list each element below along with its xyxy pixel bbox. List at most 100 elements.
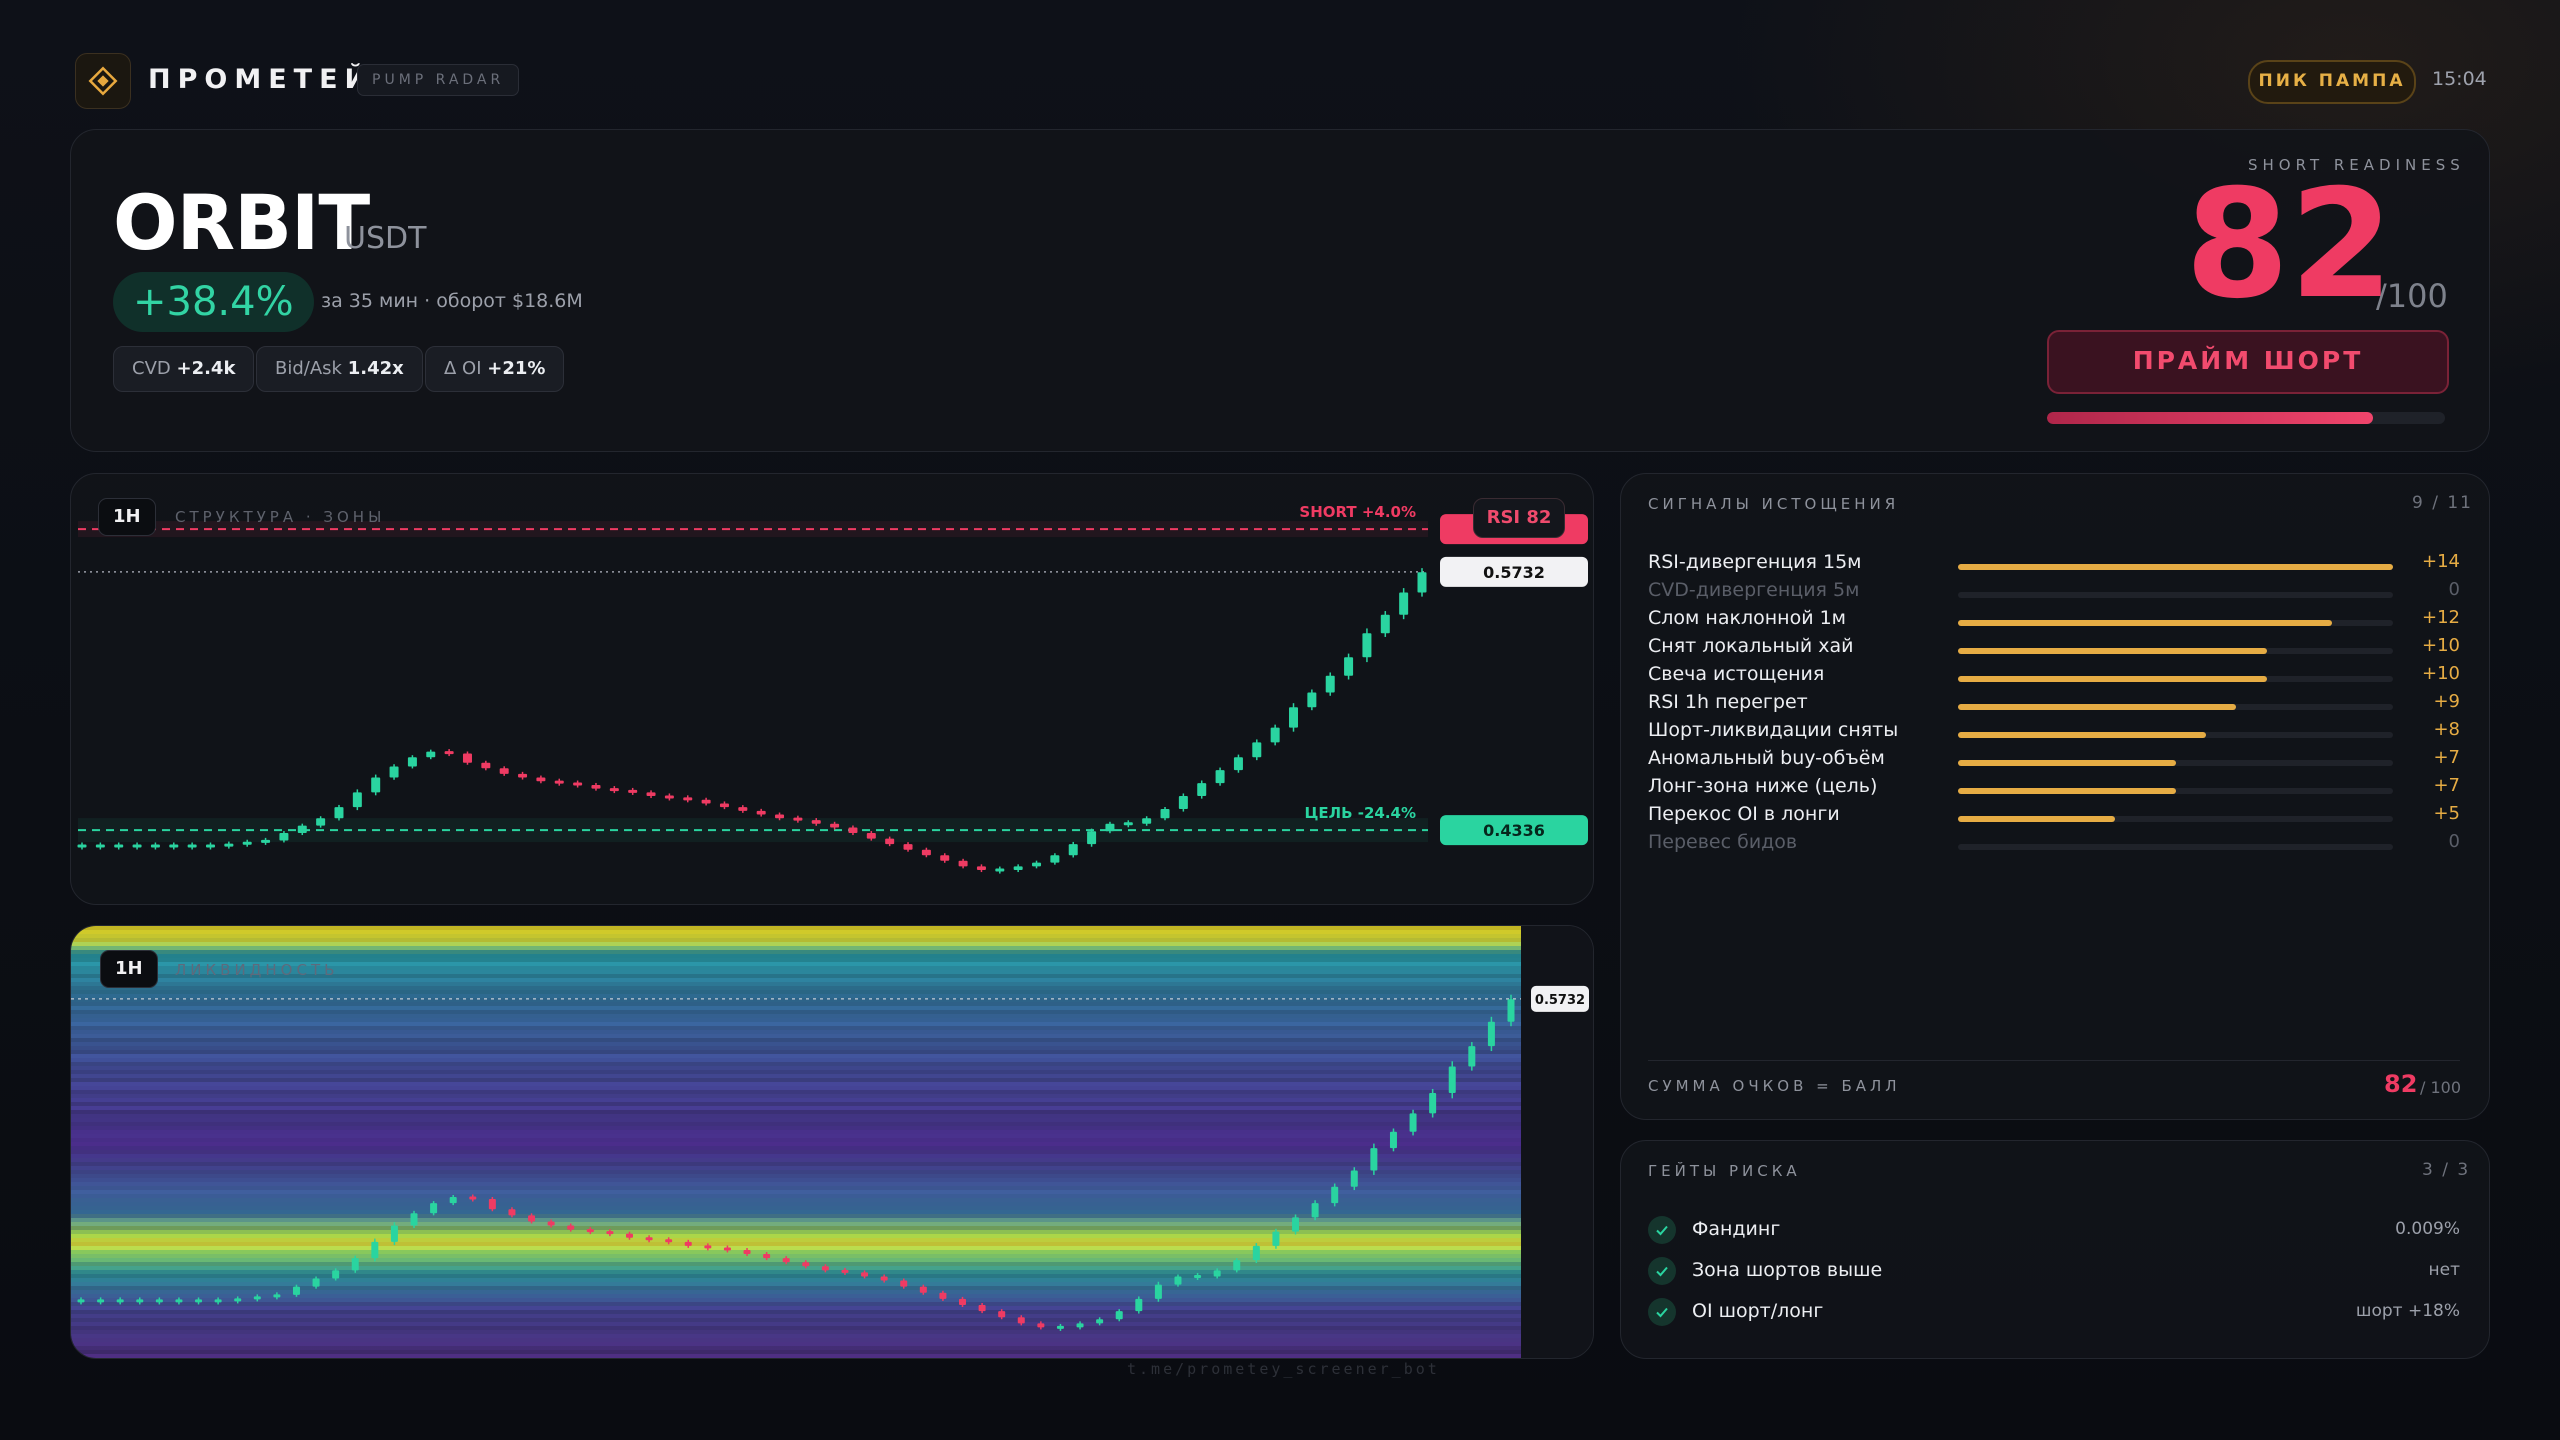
candle <box>1272 1231 1280 1246</box>
candle <box>187 844 197 848</box>
liquidity-band <box>71 1250 1521 1254</box>
candle <box>1409 1113 1417 1132</box>
liquidity-band <box>71 1134 1521 1138</box>
signal-bar-fill <box>1958 760 2176 766</box>
signal-row: Перевес бидов 0 <box>1648 831 2460 861</box>
candle <box>1289 707 1299 728</box>
liquidity-band <box>71 1238 1521 1242</box>
candle <box>1123 822 1133 826</box>
candle <box>645 1237 653 1241</box>
liquidity-band <box>71 1354 1521 1358</box>
candle <box>1350 1170 1358 1187</box>
candle <box>586 1229 594 1233</box>
liquidity-band <box>71 1286 1521 1290</box>
candle <box>1311 1203 1319 1218</box>
signal-row: Снят локальный хай +10 <box>1648 635 2460 665</box>
clock: 15:04 <box>2432 68 2487 90</box>
liquidity-band <box>71 1334 1521 1338</box>
liquidity-band <box>71 1006 1521 1010</box>
liquidity-band <box>71 1330 1521 1334</box>
current-price-tag-bg <box>1531 985 1589 1012</box>
candle <box>116 1299 124 1303</box>
candle <box>1270 727 1280 743</box>
timeframe-tab[interactable]: 1H <box>100 950 158 988</box>
sum-label: СУММА ОЧКОВ = БАЛЛ <box>1648 1077 1901 1095</box>
cvd-chip: CVD +2.4k <box>113 346 255 392</box>
signal-value: +8 <box>2433 719 2460 740</box>
candle <box>1507 999 1515 1022</box>
signals-card <box>1620 473 2490 1120</box>
signal-row: RSI-дивергенция 15м +14 <box>1648 551 2460 581</box>
candle <box>1115 1311 1123 1320</box>
candle <box>738 807 748 811</box>
candle <box>547 1221 555 1226</box>
liquidity-band <box>71 1158 1521 1162</box>
candle <box>242 841 252 845</box>
candle <box>430 1203 438 1214</box>
watermark: t.me/prometey_screener_bot <box>1127 1360 1440 1378</box>
liquidity-band <box>71 1222 1521 1226</box>
signal-value: +9 <box>2433 691 2460 712</box>
candle <box>444 751 454 755</box>
candle <box>1032 862 1042 867</box>
liquidity-band <box>71 974 1521 978</box>
liquidity-band <box>71 1258 1521 1262</box>
candle <box>1178 796 1188 809</box>
signal-value: +10 <box>2422 635 2460 656</box>
liquidity-band <box>71 1246 1521 1250</box>
prime-short-button[interactable]: ПРАЙМ ШОРТ <box>2047 330 2449 394</box>
liquidity-band <box>71 1218 1521 1222</box>
liquidity-band <box>71 1242 1521 1246</box>
liquidity-band <box>71 942 1521 946</box>
candle <box>1142 818 1152 824</box>
signal-label: RSI-дивергенция 15м <box>1648 551 1862 573</box>
candle <box>939 1292 947 1299</box>
candle <box>573 782 583 786</box>
liquidity-band <box>71 1106 1521 1110</box>
candle <box>95 844 105 848</box>
bid-ask-chip: Bid/Ask 1.42x <box>256 346 423 392</box>
candle <box>919 1286 927 1293</box>
candle <box>861 1272 869 1277</box>
liquidity-band <box>71 1126 1521 1130</box>
candle <box>97 1299 105 1303</box>
logo <box>75 53 131 109</box>
candle <box>312 1278 320 1287</box>
chip-value: +2.4k <box>176 358 236 379</box>
candle <box>528 1215 536 1222</box>
gate-value: шорт +18% <box>2355 1301 2460 1321</box>
candle <box>1331 1186 1339 1204</box>
candle <box>508 1209 516 1216</box>
timeframe-tab[interactable]: 1H <box>98 498 156 536</box>
target-price-tag-bg <box>1440 815 1588 846</box>
signal-row: RSI 1h перегрет +9 <box>1648 691 2460 721</box>
signal-row: CVD-дивергенция 5м 0 <box>1648 579 2460 609</box>
liquidity-band <box>71 1046 1521 1050</box>
candle <box>1096 1319 1104 1324</box>
liquidity-band <box>71 1078 1521 1082</box>
candle <box>1213 1270 1221 1277</box>
signal-bar <box>1958 620 2393 626</box>
liquidity-band <box>71 1026 1521 1030</box>
liquidity-band <box>71 982 1521 986</box>
signal-value: +5 <box>2433 803 2460 824</box>
structure-chart-card <box>70 473 1594 905</box>
liquidity-band <box>71 1262 1521 1266</box>
candle <box>606 1231 614 1235</box>
sum-value: 82 <box>2384 1070 2418 1098</box>
quote-currency: USDT <box>344 221 427 256</box>
liquidity-band <box>71 1122 1521 1126</box>
candle <box>723 1247 731 1251</box>
signal-bar-fill <box>1958 788 2176 794</box>
candle <box>1448 1066 1456 1094</box>
gate-label: Зона шортов выше <box>1692 1259 1883 1281</box>
liquidity-band <box>71 1114 1521 1118</box>
liquidity-band <box>71 1098 1521 1102</box>
candle <box>763 1254 771 1259</box>
liquidity-band <box>71 1322 1521 1326</box>
divider <box>1648 1060 2460 1061</box>
liquidity-band <box>71 1194 1521 1198</box>
status-badge: ПИК ПАМПА <box>2248 60 2416 104</box>
liquidity-band <box>71 1282 1521 1286</box>
liquidity-band <box>71 1342 1521 1346</box>
